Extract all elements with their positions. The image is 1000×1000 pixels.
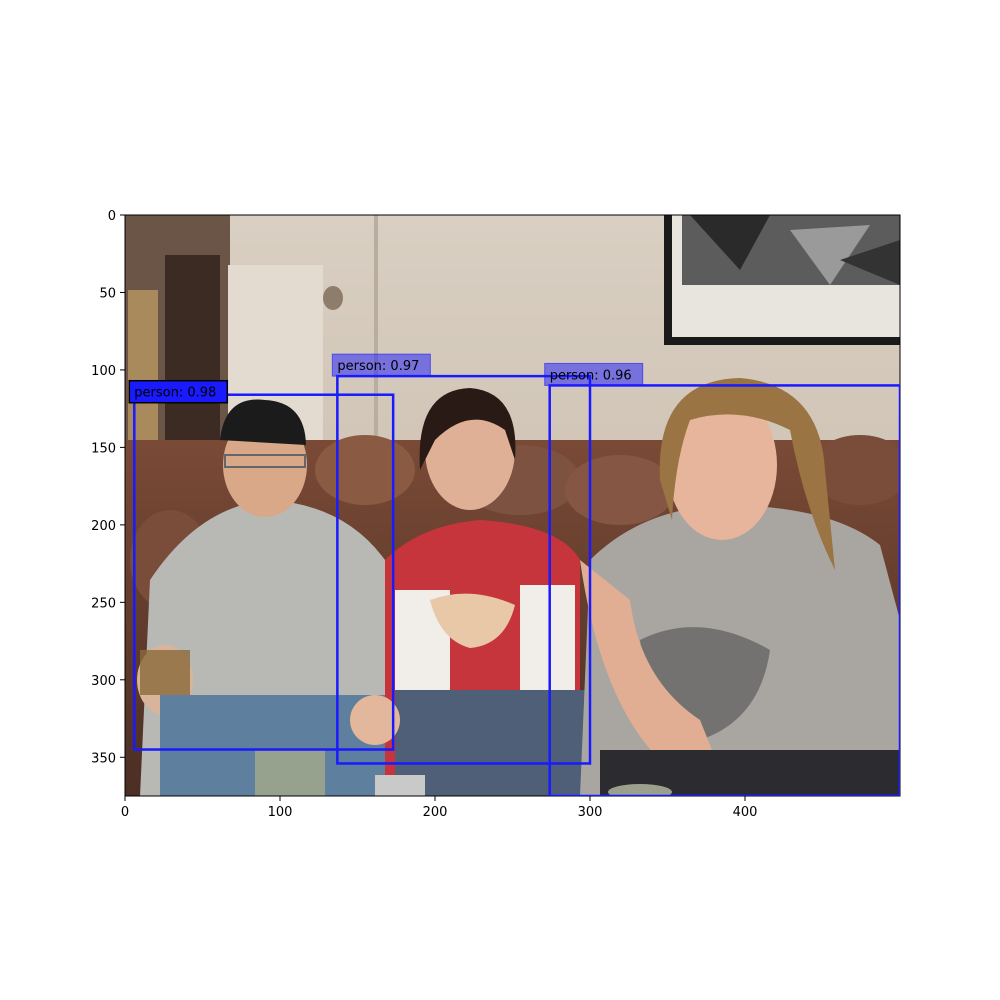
detection-label-bg	[128, 379, 229, 404]
detection-label-bg	[544, 362, 644, 386]
x-tick-label: 100	[268, 805, 293, 820]
y-axis-ticks: 0 50 100 150 200 250 300 350	[91, 209, 125, 766]
y-tick-label: 50	[99, 286, 116, 301]
detection-label: person: 0.98	[134, 386, 216, 401]
detection-boxes	[133, 374, 900, 796]
y-tick-label: 350	[91, 751, 116, 766]
photo	[125, 215, 900, 796]
y-tick-label: 100	[91, 364, 116, 379]
x-tick-label: 200	[423, 805, 448, 820]
detection-labels: person: 0.98 person: 0.97 person: 0.96	[128, 353, 644, 404]
x-tick-label: 0	[121, 805, 129, 820]
y-tick-label: 150	[91, 441, 116, 456]
detection-label: person: 0.97	[337, 359, 419, 374]
x-tick-label: 400	[733, 805, 758, 820]
detection-box	[548, 384, 900, 796]
detection-label: person: 0.96	[550, 368, 632, 383]
detection-label-bg	[331, 353, 431, 377]
y-tick-label: 300	[91, 674, 116, 689]
detection-box	[336, 374, 592, 765]
y-tick-label: 200	[91, 519, 116, 534]
x-axis-ticks: 0 100 200 300 400	[121, 796, 758, 820]
detection-box	[133, 393, 395, 751]
x-tick-label: 300	[578, 805, 603, 820]
y-tick-label: 0	[108, 209, 116, 224]
y-tick-label: 250	[91, 596, 116, 611]
